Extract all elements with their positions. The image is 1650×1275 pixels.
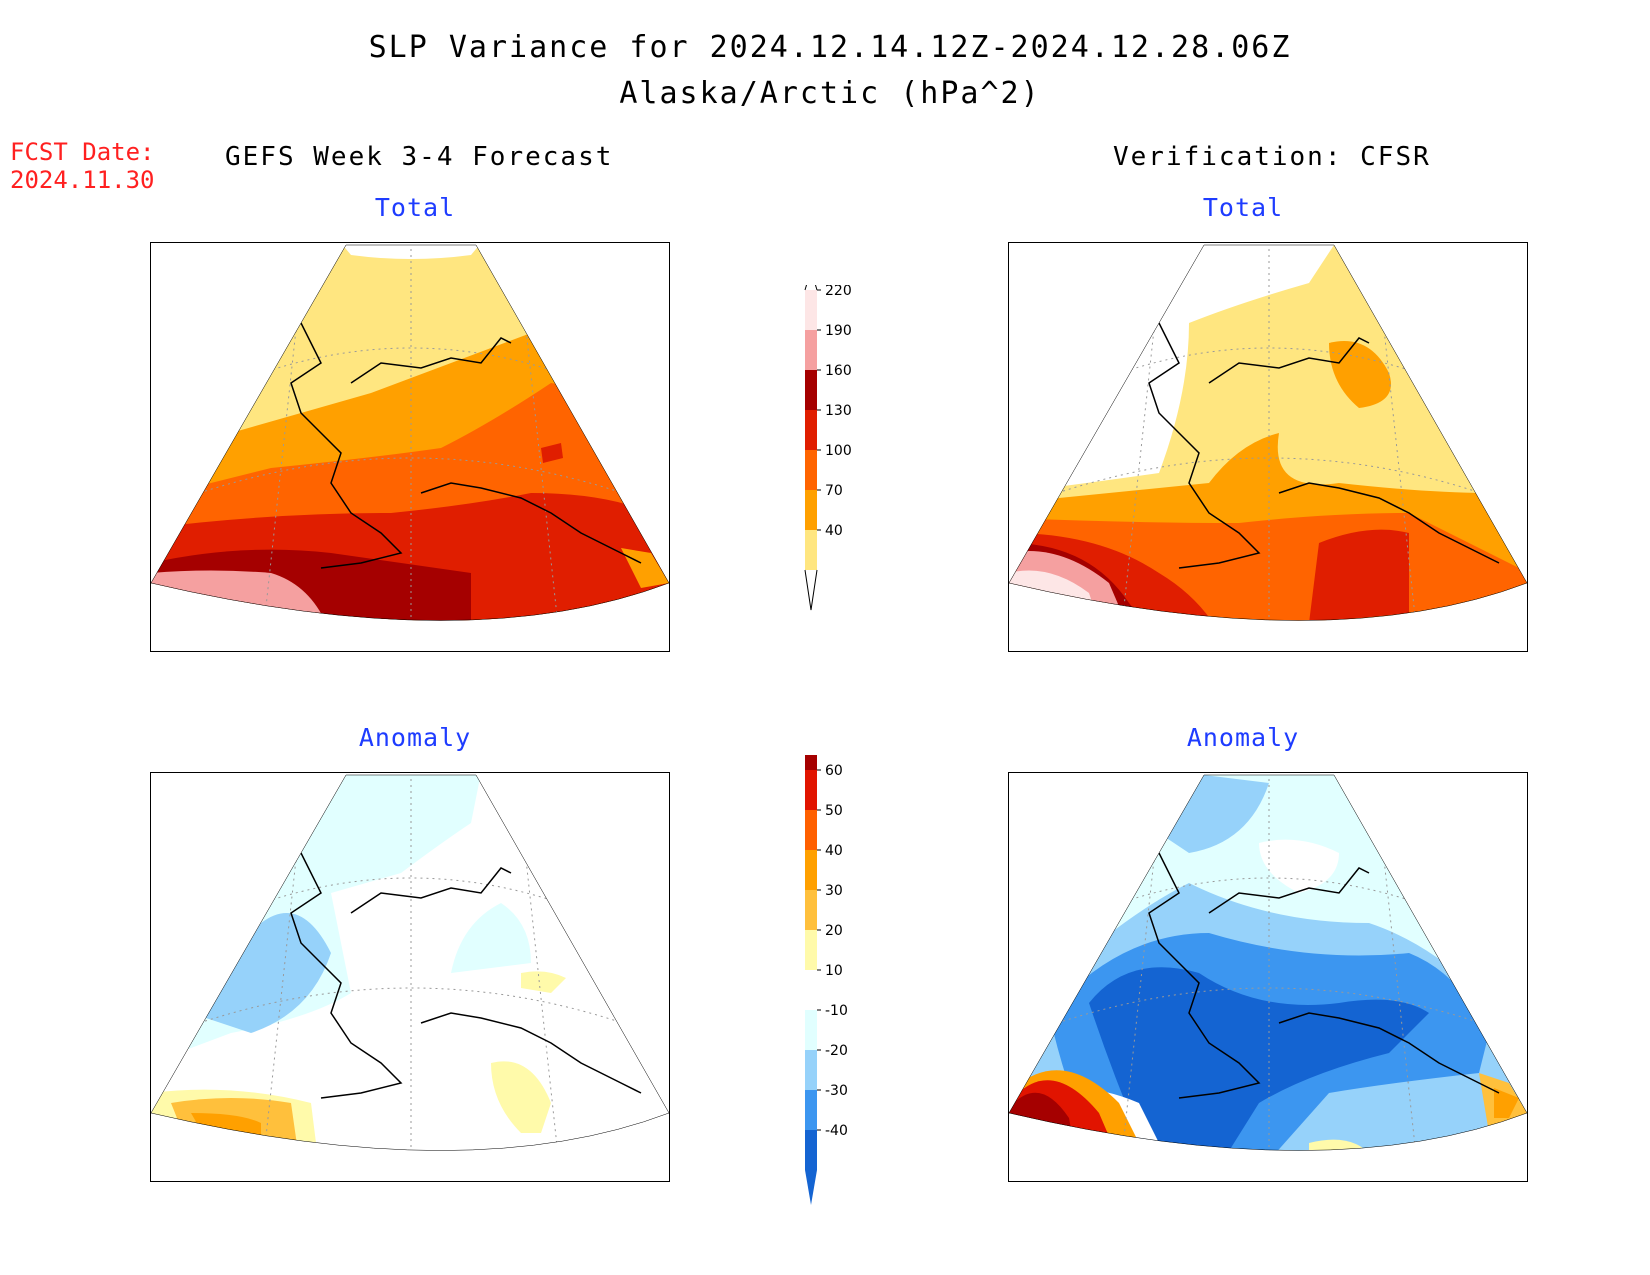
- total-colorbar-label: 100: [825, 443, 852, 459]
- verification-anomaly-title: Anomaly: [1186, 723, 1300, 752]
- chart-title: SLP Variance for 2024.12.14.12Z-2024.12.…: [368, 30, 1292, 65]
- total-colorbar-low-arrow: [804, 569, 818, 611]
- forecast-total-map: [150, 242, 670, 652]
- anomaly-colorbar-swatch: [805, 1130, 817, 1170]
- forecast-total-title: Total: [374, 193, 456, 222]
- forecast-date-value: 2024.11.30: [10, 166, 155, 194]
- anomaly-colorbar-label: -40: [825, 1123, 848, 1139]
- forecast-column-heading: GEFS Week 3-4 Forecast: [225, 142, 614, 172]
- anomaly-colorbar-label: -30: [825, 1083, 848, 1099]
- forecast-anomaly-title: Anomaly: [358, 723, 472, 752]
- anomaly-colorbar-swatch: [805, 930, 817, 970]
- total-colorbar-swatch: [805, 530, 817, 570]
- anomaly-colorbar-swatch: [805, 1050, 817, 1090]
- total-colorbar-high-arrow: [804, 285, 818, 291]
- anomaly-colorbar-swatch: [805, 770, 817, 810]
- verification-total-title: Total: [1202, 193, 1284, 222]
- anomaly-colorbar-label: -10: [825, 1003, 848, 1019]
- forecast-date-label: FCST Date:: [10, 138, 155, 166]
- anomaly-colorbar-swatch: [805, 890, 817, 930]
- total-colorbar-swatch: [805, 370, 817, 410]
- total-colorbar-swatch: [805, 290, 817, 330]
- total-colorbar-swatch: [805, 410, 817, 450]
- anomaly-colorbar-swatch: [805, 970, 817, 1010]
- verification-total-map: [1008, 242, 1528, 652]
- anomaly-colorbar-label: 60: [825, 763, 843, 779]
- anomaly-colorbar-swatch: [805, 1010, 817, 1050]
- total-colorbar: 40 70 100 130 160 190 220: [804, 285, 852, 611]
- total-colorbar-label: 190: [825, 323, 852, 339]
- verification-anomaly-map: [1008, 772, 1528, 1182]
- total-colorbar-swatch: [805, 330, 817, 370]
- anomaly-colorbar-swatch: [805, 850, 817, 890]
- anomaly-colorbar-swatch: [805, 810, 817, 850]
- total-colorbar-label: 160: [825, 363, 852, 379]
- verification-column-heading: Verification: CFSR: [1113, 142, 1431, 172]
- anomaly-colorbar-label: 10: [825, 963, 843, 979]
- anomaly-colorbar-swatch: [805, 755, 817, 770]
- forecast-anomaly-map: [150, 772, 670, 1182]
- total-colorbar-swatch: [805, 490, 817, 530]
- total-colorbar-swatch: [805, 450, 817, 490]
- anomaly-colorbar: -40 -30 -20 -10 10 20 30 40 50 60: [805, 755, 848, 1205]
- anomaly-colorbar-label: 30: [825, 883, 843, 899]
- anomaly-colorbar-label: -20: [825, 1043, 848, 1059]
- anomaly-colorbar-label: 20: [825, 923, 843, 939]
- total-colorbar-label: 40: [825, 523, 843, 539]
- total-colorbar-label: 130: [825, 403, 852, 419]
- anomaly-colorbar-low-arrow: [805, 1170, 817, 1205]
- anomaly-colorbar-label: 40: [825, 843, 843, 859]
- total-colorbar-label: 220: [825, 285, 852, 299]
- anomaly-colorbar-swatch: [805, 1090, 817, 1130]
- anomaly-colorbar-label: 50: [825, 803, 843, 819]
- chart-subtitle: Alaska/Arctic (hPa^2): [619, 76, 1041, 111]
- forecast-date: FCST Date: 2024.11.30: [10, 138, 155, 194]
- total-colorbar-label: 70: [825, 483, 843, 499]
